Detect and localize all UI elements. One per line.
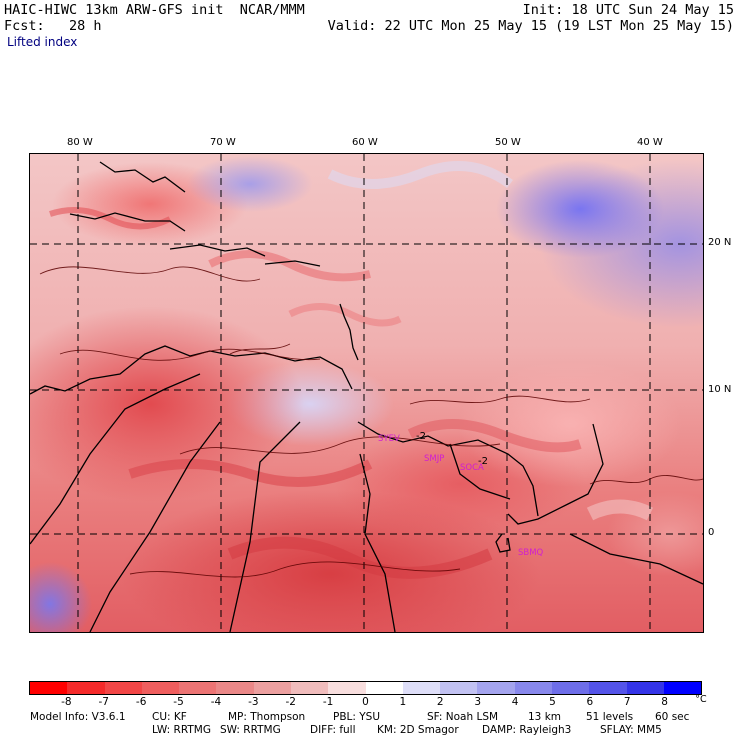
lon-label-50w: 50 W [495,137,521,148]
colorbar-segment [551,682,590,694]
footer-sw: SW: RRTMG [220,724,281,736]
model-title: HAIC-HIWC 13km ARW-GFS init NCAR/MMM [4,2,305,18]
colorbar-segment [216,682,254,694]
colorbar-tick-label: 2 [436,696,444,708]
colorbar-segment [440,682,478,694]
colorbar-segment [477,682,515,694]
colorbar-tick-label: 1 [399,696,407,708]
colorbar-tick-label: -4 [210,696,222,708]
station-sbmq: SBMQ [518,548,544,558]
coastlines [30,161,703,632]
station-smjp: SMJP [424,454,445,464]
colorbar-segment [328,682,366,694]
colorbar-tick-label: 8 [661,696,668,708]
init-time: Init: 18 UTC Sun 24 May 15 [522,2,734,18]
colorbar-tick-label: -5 [173,696,184,708]
colorbar-segment [30,682,68,694]
lifted-index-map: -2 -2 SYEV SMJP SOCA SBMQ [29,153,704,633]
footer-pbl: PBL: YSU [333,711,381,723]
field-texture [49,161,654,579]
colorbar-tick-label: 7 [623,696,631,708]
colorbar-tick-label: 5 [549,696,556,708]
contour-label: -2 [416,431,426,442]
footer-diff: DIFF: full [310,724,356,736]
valid-time: Valid: 22 UTC Mon 25 May 15 (19 LST Mon … [327,18,734,34]
colorbar-segment [179,682,217,694]
colorbar-segment [67,682,105,694]
colorbar-segment [290,682,329,694]
footer-damp: DAMP: Rayleigh3 [482,724,572,736]
footer-sf: SF: Noah LSM [427,711,499,723]
forecast-hour: Fcst: 28 h [4,18,102,34]
colorbar-segment [663,682,702,694]
colorbar-tick-label: 4 [511,696,519,708]
lat-lon-grid [30,154,703,632]
colorbar-tick-label: -6 [135,696,147,708]
map-overlay [30,154,703,632]
station-syev: SYEV [378,434,400,444]
footer-resolution: 13 km [528,711,562,723]
colorbar-tick-label: -2 [285,696,296,708]
colorbar-tick-label: 3 [474,696,481,708]
colorbar-tick-label: 0 [362,696,369,708]
colorbar-tick-label: 6 [586,696,594,708]
colorbar-tick-label: -7 [98,696,110,708]
lat-label-10n: 10 N [708,384,732,395]
colorbar-segment [514,682,552,694]
footer-cu: CU: KF [152,711,187,723]
footer-model-info: Model Info: V3.6.1 [30,711,126,723]
footer-lw: LW: RRTMG [152,724,211,736]
lat-label-0: 0 [708,527,715,538]
colorbar-segment [589,682,627,694]
lat-label-20n: 20 N [708,237,732,248]
footer-timestep: 60 sec [655,711,690,723]
footer-km: KM: 2D Smagor [377,724,459,736]
station-soca: SOCA [460,463,484,473]
lon-label-60w: 60 W [352,137,378,148]
lon-label-70w: 70 W [210,137,236,148]
field-name: Lifted index [7,35,78,49]
lon-label-80w: 80 W [67,137,93,148]
contour-label: -2 [478,456,488,467]
colorbar [29,681,702,695]
colorbar-segment [141,682,180,694]
lon-label-40w: 40 W [637,137,663,148]
contour-lines [39,266,703,578]
colorbar-segment [626,682,664,694]
colorbar-unit: °C [695,694,707,705]
colorbar-tick-label: -1 [322,696,334,708]
colorbar-segment [253,682,291,694]
colorbar-segment [104,682,142,694]
colorbar-segment [365,682,403,694]
footer-levels: 51 levels [586,711,634,723]
colorbar-tick-label: -8 [61,696,72,708]
colorbar-tick-label: -3 [248,696,259,708]
colorbar-segment [402,682,441,694]
footer-sflay: SFLAY: MM5 [600,724,662,736]
footer-mp: MP: Thompson [228,711,306,723]
